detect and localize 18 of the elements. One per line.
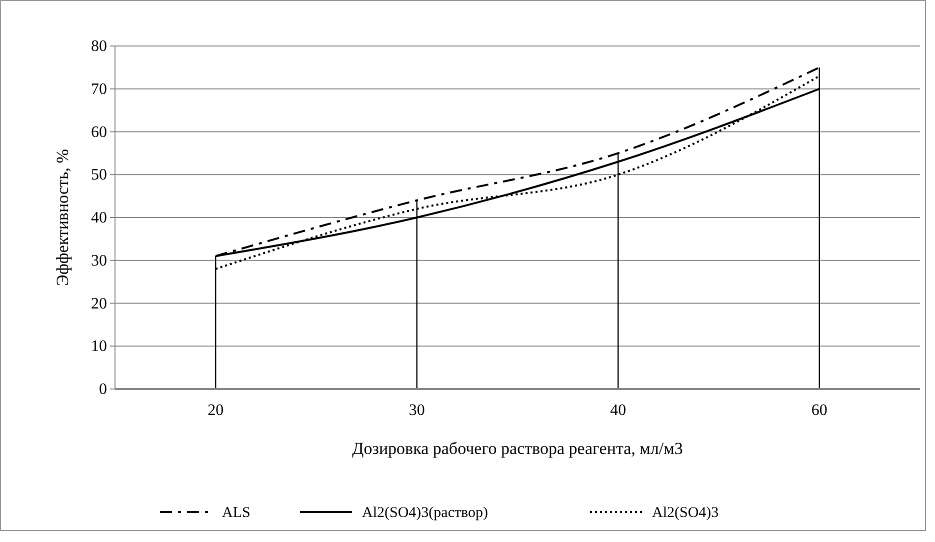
x-tick-label: 30 [408, 402, 425, 419]
y-tick-label: 60 [91, 124, 107, 141]
x-tick-label: 60 [811, 402, 828, 419]
y-tick-label: 10 [91, 338, 107, 356]
y-tick-label: 30 [91, 252, 107, 270]
y-tick-label: 70 [91, 80, 107, 98]
legend-label: ALS [222, 505, 250, 521]
y-tick-label: 80 [91, 38, 107, 55]
y-tick-label: 20 [91, 295, 107, 312]
y-tick-label: 50 [91, 166, 107, 184]
legend-label: Al2(SO4)3(раствор) [362, 505, 488, 521]
legend-label: Al2(SO4)3 [652, 505, 719, 521]
x-axis-title: Дозировка рабочего раствора реагента, мл/м3 [352, 439, 683, 458]
y-tick-label: 40 [91, 210, 107, 226]
x-tick-label: 20 [208, 402, 224, 419]
y-axis-title: Эффективность, % [53, 149, 72, 286]
y-tick-label: 0 [99, 381, 107, 398]
x-tick-label: 40 [610, 402, 626, 419]
